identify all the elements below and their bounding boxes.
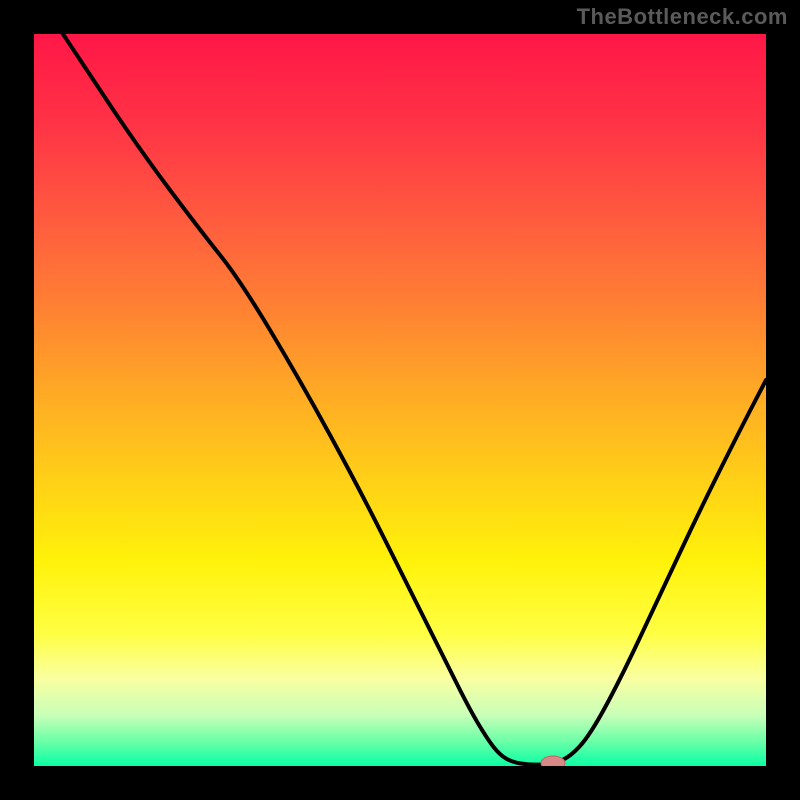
watermark-text: TheBottleneck.com — [577, 4, 788, 30]
axis-bottom-border — [0, 766, 800, 800]
chart-svg — [0, 0, 800, 800]
axis-left-border — [0, 0, 34, 800]
bottleneck-chart — [0, 0, 800, 800]
gradient-background — [34, 34, 766, 766]
